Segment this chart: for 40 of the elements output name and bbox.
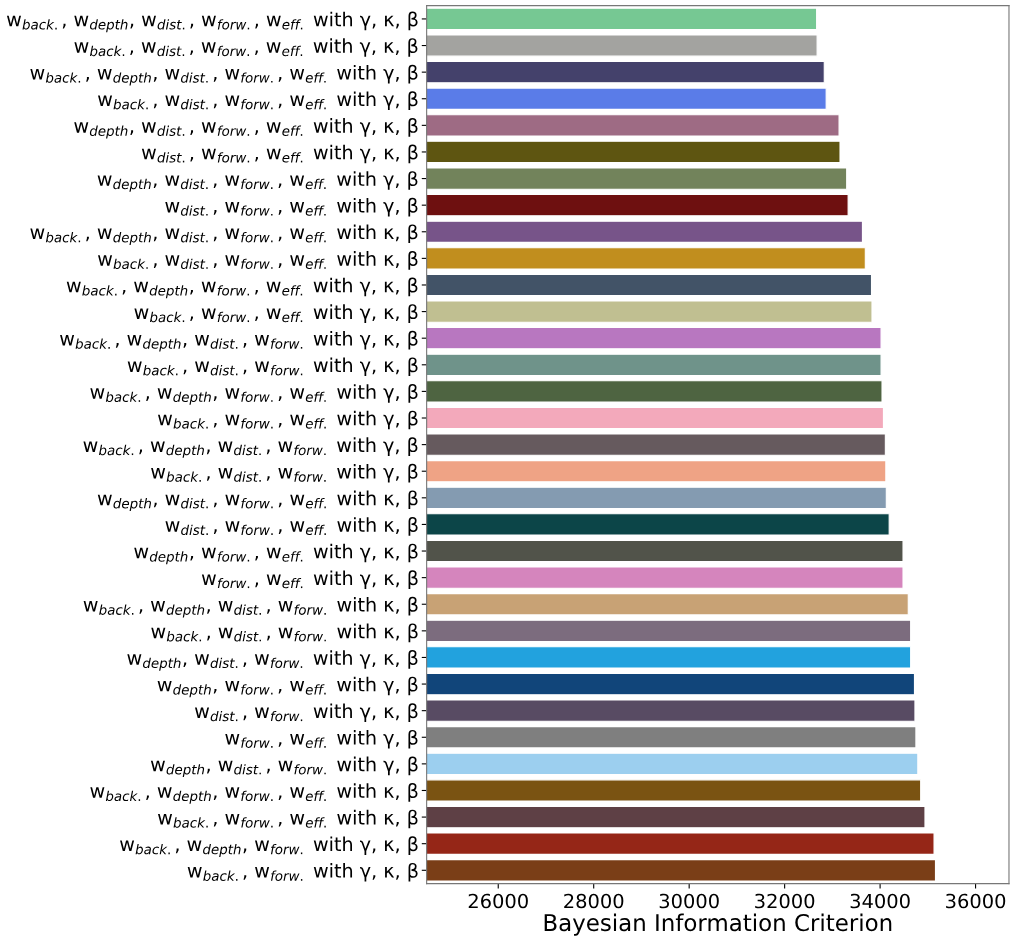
y-tick-label: w$_{back.}$, w$_{forw.}$, w$_{eff.}$ with κ, β xyxy=(157,809,418,829)
y-tick-label: w$_{back.}$, w$_{dist.}$, w$_{forw.}$ with κ, β xyxy=(151,623,418,643)
x-tick-label: 32000 xyxy=(755,893,815,909)
category-label: w$_{back.}$, w$_{depth}$, w$_{dist.}$, w$_{forw.}$, w$_{eff.}$ with κ, β xyxy=(30,224,418,246)
category-label: w$_{depth}$, w$_{dist.}$, w$_{forw.}$, w$_{eff.}$ with γ, κ, β xyxy=(74,117,418,139)
x-tick-label: 28000 xyxy=(564,893,624,909)
category-label: w$_{back.}$, w$_{depth}$, w$_{dist.}$, w$_{forw.}$ with κ, β xyxy=(83,596,418,618)
category-label: w$_{back.}$, w$_{depth}$, w$_{forw.}$, w$_{eff.}$ with γ, β xyxy=(90,384,418,405)
x-tick-label: 30000 xyxy=(659,893,719,909)
y-tick-label: w$_{depth}$, w$_{dist.}$, w$_{forw.}$ with γ, κ, β xyxy=(127,650,418,671)
category-label: w$_{back.}$, w$_{dist.}$, w$_{forw.}$, w$_{eff.}$ with γ, κ, β xyxy=(74,38,418,57)
category-label: w$_{back.}$, w$_{depth}$, w$_{forw.}$, w$_{eff.}$ with κ, β xyxy=(90,783,418,804)
y-tick-label: w$_{dist.}$, w$_{forw.}$, w$_{eff.}$ with γ, β xyxy=(165,197,418,217)
category-label: w$_{depth}$, w$_{dist.}$, w$_{forw.}$, w$_{eff.}$ with γ, β xyxy=(97,171,418,192)
y-tick-label: w$_{depth}$, w$_{forw.}$, w$_{eff.}$ with γ, β xyxy=(157,676,418,698)
category-label: w$_{back.}$, w$_{depth}$, w$_{dist.}$, w$_{forw.}$, w$_{eff.}$ with γ, κ, β xyxy=(6,11,418,33)
y-tick-label: w$_{back.}$, w$_{depth}$, w$_{forw.}$ with γ, κ, β xyxy=(120,836,418,857)
y-tick-label: w$_{back.}$, w$_{dist.}$, w$_{forw.}$ with γ, β xyxy=(151,463,418,483)
y-tick-label: w$_{back.}$, w$_{forw.}$, w$_{eff.}$ with γ, κ, β xyxy=(134,304,418,323)
y-tick-label: w$_{back.}$, w$_{forw.}$, w$_{eff.}$ with γ, β xyxy=(157,410,418,430)
y-tick-label: w$_{back.}$, w$_{dist.}$, w$_{forw.}$ with γ, κ, β xyxy=(127,357,418,377)
category-label: w$_{depth}$, w$_{dist.}$, w$_{forw.}$, w$_{eff.}$ with κ, β xyxy=(97,490,418,512)
category-label: w$_{back.}$, w$_{depth}$, w$_{dist.}$, w$_{forw.}$, w$_{eff.}$ with γ, β xyxy=(30,64,418,86)
x-tick-label: 26000 xyxy=(468,893,528,909)
y-tick-label: w$_{dist.}$, w$_{forw.}$, w$_{eff.}$ with γ, κ, β xyxy=(141,144,418,164)
x-axis-title: Bayesian Information Criterion xyxy=(544,913,892,936)
category-label: w$_{back.}$, w$_{depth}$, w$_{dist.}$, w$_{forw.}$ with γ, β xyxy=(83,437,418,458)
x-tick-label: 34000 xyxy=(850,893,910,909)
category-label: w$_{back.}$, w$_{depth}$, w$_{dist.}$, w$_{forw.}$ with γ, κ, β xyxy=(60,330,418,352)
y-tick-label: w$_{depth}$, w$_{dist.}$, w$_{forw.}$ with γ, β xyxy=(150,756,418,778)
y-tick-label: w$_{forw.}$, w$_{eff.}$ with γ, κ, β xyxy=(201,570,418,589)
y-tick-label: w$_{dist.}$, w$_{forw.}$, w$_{eff.}$ with κ, β xyxy=(165,517,418,536)
category-label: w$_{back.}$, w$_{dist.}$, w$_{forw.}$, w$_{eff.}$ with κ, β xyxy=(98,251,418,270)
y-tick-label: w$_{forw.}$, w$_{eff.}$ with γ, β xyxy=(225,729,418,749)
x-tick-label: 36000 xyxy=(946,893,1006,909)
category-label: w$_{back.}$, w$_{depth}$, w$_{forw.}$, w$_{eff.}$ with γ, κ, β xyxy=(66,277,418,299)
category-label: w$_{back.}$, w$_{dist.}$, w$_{forw.}$, w$_{eff.}$ with γ, β xyxy=(98,91,418,111)
y-tick-label: w$_{back.}$, w$_{forw.}$ with γ, κ, β xyxy=(187,862,418,882)
y-tick-label: w$_{dist.}$, w$_{forw.}$ with γ, κ, β xyxy=(194,703,418,722)
y-tick-label: w$_{depth}$, w$_{forw.}$, w$_{eff.}$ with γ, κ, β xyxy=(134,543,418,565)
